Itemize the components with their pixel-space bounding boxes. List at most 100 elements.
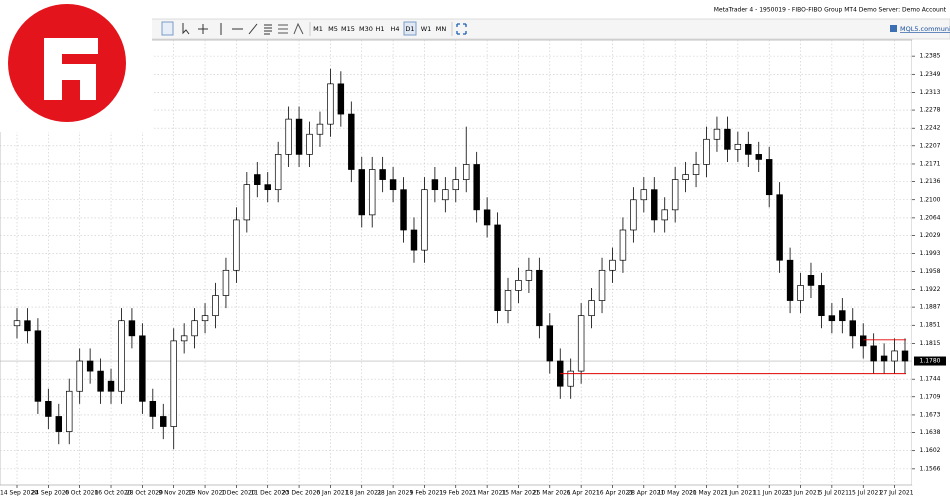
candle-body: [577, 315, 585, 372]
y-tick-label: 1.1709: [920, 393, 941, 400]
candle-body: [348, 113, 355, 170]
x-tick-label: 16 Apr 2021: [596, 490, 633, 497]
candle-body: [442, 189, 449, 201]
candle-body: [180, 335, 188, 342]
x-tick-label: 9 Nov 2020: [158, 490, 193, 497]
fullscreen-icon[interactable]: [456, 23, 467, 35]
x-tick-label: 25 Mar 2021: [533, 490, 571, 497]
candle-body: [807, 275, 815, 286]
cursor-icon[interactable]: [182, 23, 190, 35]
candle-body: [118, 320, 125, 392]
candle-body: [66, 390, 73, 432]
logo-circle: [8, 4, 126, 122]
candle-body: [891, 350, 898, 362]
candle-body: [682, 174, 689, 180]
candle-body: [379, 169, 386, 180]
candle-body: [233, 219, 240, 271]
x-tick-label: 28 Jan 2021: [377, 490, 413, 497]
x-tick-label: 9 Feb 2021: [410, 490, 444, 497]
shapes-icon[interactable]: [293, 22, 304, 35]
x-tick-label: 14 Sep 2020: [0, 490, 38, 497]
x-tick-label: 24 Sep 2020: [31, 490, 69, 497]
candle-body: [86, 360, 94, 372]
timeframe-button[interactable]: H1: [375, 25, 384, 33]
candle-body: [327, 83, 334, 125]
candle-body: [880, 355, 888, 362]
candle-body: [264, 184, 271, 191]
y-tick-label: 1.2242: [920, 125, 941, 132]
x-tick-label: 6 Apr 2021: [567, 490, 600, 497]
candle-body: [295, 118, 303, 155]
window-title: MetaTrader 4 - 1950019 - FIBO-FIBO Group…: [714, 7, 947, 14]
candle-body: [13, 320, 21, 327]
x-tick-label: 1 Dec 2020: [221, 490, 256, 497]
y-tick-label: 1.1638: [920, 429, 941, 436]
candle-body: [703, 138, 710, 165]
candle-body: [776, 194, 783, 261]
candle-body: [619, 229, 627, 261]
candle-body: [128, 320, 136, 337]
candle-body: [651, 189, 658, 221]
candle-body: [734, 143, 742, 150]
candle-body: [870, 345, 877, 362]
timeframe-button[interactable]: MN: [436, 25, 447, 33]
candle-body: [839, 310, 846, 322]
candle-body: [170, 340, 177, 427]
mql5-icon: [890, 25, 897, 32]
timeframe-button[interactable]: M5: [328, 25, 338, 33]
crosshair-button[interactable]: [161, 21, 174, 36]
last-price-box: [914, 356, 946, 366]
candle-body: [337, 83, 345, 115]
candle-body: [421, 189, 428, 251]
candle-body: [661, 209, 668, 221]
candle-body: [640, 189, 648, 201]
crosshair-icon[interactable]: [198, 24, 208, 34]
candle-body: [243, 184, 251, 221]
timeframe-button[interactable]: W1: [421, 25, 432, 33]
candle-body: [671, 179, 679, 211]
candle-body: [431, 179, 439, 191]
x-tick-label: 23 Jun 2021: [784, 490, 820, 497]
y-tick-label: 1.1566: [920, 465, 941, 472]
y-tick-label: 1.2385: [920, 53, 941, 60]
candle-body: [45, 400, 52, 417]
y-tick-label: 1.1922: [920, 286, 941, 293]
timeframe-button[interactable]: D1: [405, 25, 414, 33]
candle-body: [797, 285, 804, 301]
candle-body: [222, 269, 230, 296]
timeframe-button[interactable]: M30: [359, 25, 373, 33]
mql5-link[interactable]: MQL5.community: [900, 25, 950, 33]
active-timeframe: [403, 21, 417, 36]
title-bar: [0, 0, 950, 19]
candle-body: [588, 300, 595, 317]
timeframe-button[interactable]: M1: [313, 25, 323, 33]
candle-body: [191, 320, 198, 337]
candle-body: [400, 189, 407, 231]
timeframe-button[interactable]: H4: [390, 25, 399, 33]
axes: 1.1566 1.1602 1.1638 1.1673 1.1709 1.1744 1.18…: [0, 40, 950, 497]
candle-body: [306, 133, 313, 155]
candle-body: [483, 209, 491, 226]
x-tick-label: 28 Oct 2020: [126, 490, 163, 497]
fibo-icon[interactable]: [278, 24, 288, 34]
candle-body: [786, 259, 794, 301]
y-tick-label: 1.1887: [920, 304, 941, 311]
price-axis: [912, 40, 950, 485]
timeframe-button[interactable]: M15: [341, 25, 355, 33]
candle-body: [149, 400, 157, 417]
candle-body: [818, 285, 825, 317]
candle-body: [97, 370, 104, 392]
candle-body: [494, 224, 501, 311]
candle-body: [828, 315, 836, 322]
y-tick-label: 1.1815: [920, 340, 941, 347]
trendline-icon[interactable]: [248, 23, 258, 35]
candle-body: [567, 370, 574, 387]
y-tick-label: 1.2349: [920, 71, 941, 78]
candle-body: [536, 269, 543, 327]
x-tick-label: 11 Jun 2021: [753, 490, 789, 497]
x-tick-label: 28 Apr 2021: [627, 490, 664, 497]
x-tick-label: 1 Jun 2021: [724, 490, 756, 497]
x-tick-label: 20 May 2021: [689, 490, 728, 497]
candle-body: [630, 199, 637, 231]
channel-icon[interactable]: [264, 24, 272, 35]
